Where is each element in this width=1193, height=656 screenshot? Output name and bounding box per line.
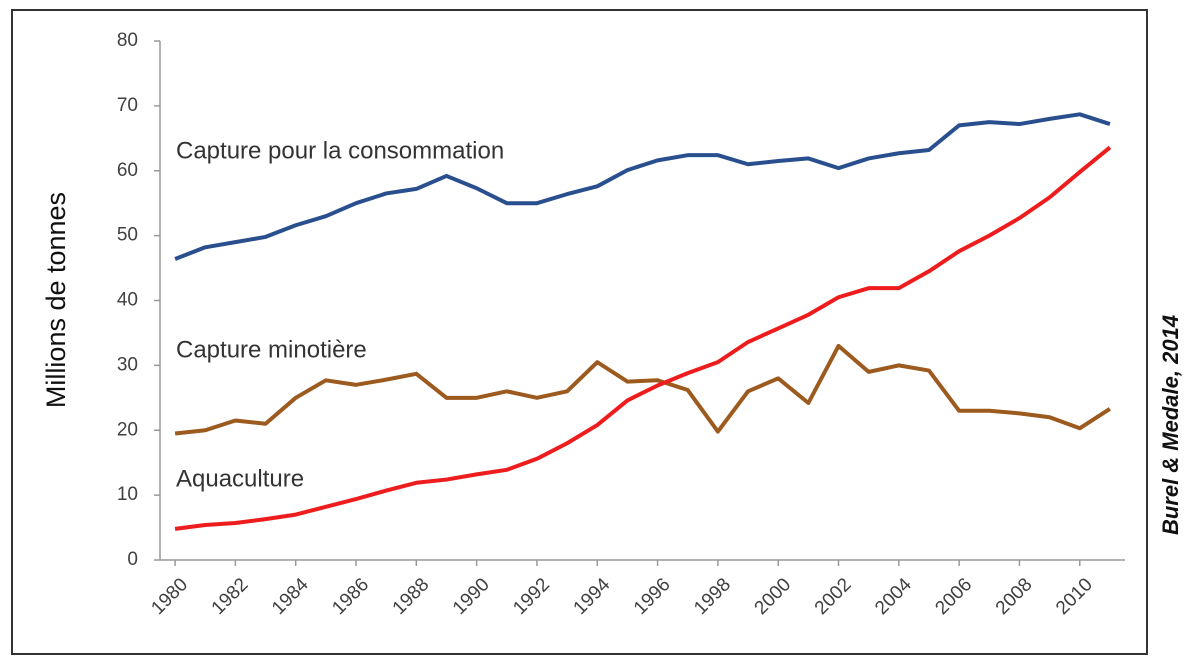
series-line (174, 343, 1112, 436)
y-tick-label: 0 (127, 549, 138, 570)
y-tick-label: 70 (117, 95, 138, 116)
x-tick-label: 1996 (630, 574, 675, 619)
series-label: Capture minotière (176, 336, 367, 363)
y-tick-label: 20 (117, 419, 138, 440)
x-tick-label: 2010 (1052, 574, 1097, 619)
y-tick-label: 60 (117, 160, 138, 181)
series-line (174, 145, 1112, 531)
y-tick-label: 40 (117, 290, 138, 311)
x-tick-label: 1992 (509, 574, 554, 619)
series-label: Aquaculture (176, 465, 304, 492)
x-tick-label: 2004 (871, 574, 916, 619)
x-tick-label: 2000 (751, 574, 796, 619)
y-tick-label: 80 (117, 30, 138, 51)
x-tick-label: 2002 (811, 574, 856, 619)
x-tick-label: 2008 (992, 574, 1037, 619)
series-label: Capture pour la consommation (176, 137, 504, 164)
y-tick-label: 50 (117, 225, 138, 246)
x-tick-label: 1982 (208, 574, 253, 619)
x-tick-label: 1998 (690, 574, 735, 619)
y-axis-label: Millions de tonnes (41, 192, 71, 408)
source: Burel & Medale, 2014 (1158, 315, 1183, 535)
x-tick-label: 1994 (570, 574, 615, 619)
x-tick-label: 1990 (449, 574, 494, 619)
x-tick-label: 2006 (931, 574, 976, 619)
y-tick-label: 30 (117, 354, 138, 375)
x-tick-label: 1988 (389, 574, 434, 619)
x-tick-label: 1984 (268, 574, 313, 619)
x-tick-label: 1986 (328, 574, 373, 619)
y-tick-label: 10 (117, 484, 138, 505)
series-line (174, 112, 1111, 261)
chart-frame (11, 9, 1148, 655)
x-tick-label: 1980 (147, 574, 192, 619)
